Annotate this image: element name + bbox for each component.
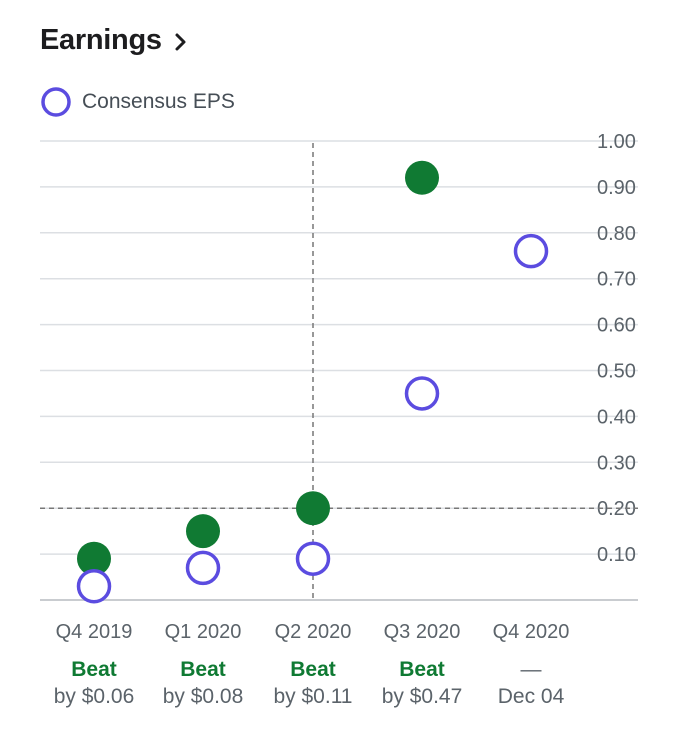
y-tick-label: 0.80 [597,223,636,245]
y-tick-label: 0.30 [597,452,636,474]
consensus-eps-point [185,550,221,586]
y-tick-label: 0.60 [597,315,636,337]
earnings-status-label: Beat [399,658,445,681]
chart-legend: Consensus EPS [40,86,235,118]
consensus-eps-point [513,233,549,269]
consensus-eps-point [76,568,112,604]
earnings-status-label: Beat [290,658,336,681]
chevron-right-icon [175,33,186,51]
y-tick-label: 0.70 [597,269,636,291]
y-tick-label: 0.20 [597,498,636,520]
actual-eps-point [405,160,439,195]
actual-eps-point [77,541,111,576]
earnings-status-label: — [521,658,542,681]
actual-eps-point [186,514,220,549]
y-tick-label: 0.50 [597,361,636,383]
y-tick-label: 0.40 [597,406,636,428]
x-category-label: Q2 2020 [275,621,352,643]
earnings-title: Earnings [40,24,162,56]
earnings-status-label: Beat [71,658,117,681]
x-category-label: Q1 2020 [165,621,242,643]
y-tick-label: 0.90 [597,177,636,199]
x-category-label: Q3 2020 [384,621,461,643]
hollow-circle-icon [41,87,71,117]
earnings-detail-label: by $0.11 [273,685,352,708]
earnings-detail-label: by $0.08 [163,685,244,708]
earnings-detail-label: by $0.06 [54,685,135,708]
x-category-label: Q4 2019 [56,621,133,643]
actual-eps-point [296,491,330,526]
consensus-eps-point [404,376,440,411]
consensus-eps-point [295,541,331,576]
legend-label-consensus-eps: Consensus EPS [82,90,235,113]
y-tick-label: 1.00 [597,131,636,153]
earnings-detail-label: Dec 04 [498,685,565,708]
y-tick-label: 0.10 [597,544,636,566]
earnings-header-link[interactable]: Earnings [40,24,188,57]
earnings-status-label: Beat [180,658,226,681]
earnings-detail-label: by $0.47 [382,685,463,708]
x-category-label: Q4 2020 [493,621,570,643]
